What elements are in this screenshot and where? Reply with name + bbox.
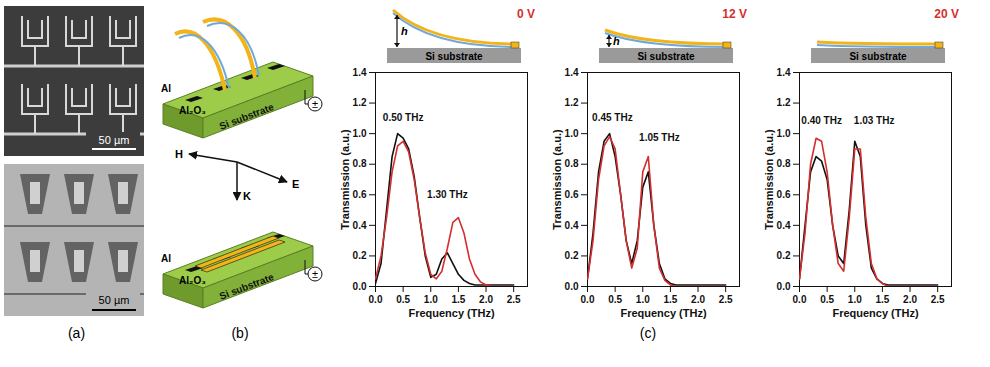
svg-text:1.05 THz: 1.05 THz [639,132,680,143]
svg-text:h: h [401,25,408,37]
svg-text:K: K [243,190,251,202]
svg-text:50 µm: 50 µm [99,134,130,146]
svg-text:1.5: 1.5 [451,294,465,305]
svg-text:0 V: 0 V [517,7,535,21]
svg-text:0.4: 0.4 [565,220,579,231]
svg-text:0.0: 0.0 [777,281,791,292]
svg-text:0.0: 0.0 [581,294,595,305]
svg-text:1.4: 1.4 [565,67,579,78]
svg-text:Si substrate: Si substrate [637,51,695,62]
svg-text:1.30 THz: 1.30 THz [427,189,468,200]
svg-text:±: ± [312,268,318,280]
html-text:(b): (b) [231,325,249,341]
svg-text:0.6: 0.6 [353,189,367,200]
svg-text:Si substrate: Si substrate [425,51,483,62]
svg-text:Frequency (THz): Frequency (THz) [620,307,707,319]
svg-text:0.8: 0.8 [353,158,367,169]
svg-text:Frequency (THz): Frequency (THz) [408,307,495,319]
svg-text:Si substrate: Si substrate [849,51,907,62]
svg-text:1.5: 1.5 [875,294,889,305]
svg-text:0.0: 0.0 [793,294,807,305]
svg-text:Transmission (a.u.): Transmission (a.u.) [339,129,351,230]
svg-text:1.03 THz: 1.03 THz [854,115,895,126]
html-text:(c): (c) [639,325,657,341]
svg-text:1.2: 1.2 [777,97,791,108]
svg-text:0.5: 0.5 [396,294,410,305]
svg-text:0.45 THz: 0.45 THz [592,112,633,123]
svg-text:0.50 THz: 0.50 THz [383,112,424,123]
svg-text:E: E [292,178,299,190]
svg-text:1.0: 1.0 [424,294,438,305]
svg-text:1.0: 1.0 [777,128,791,139]
svg-text:Si substrate: Si substrate [218,271,276,302]
svg-text:0.4: 0.4 [777,220,791,231]
svg-text:Al₂O₃: Al₂O₃ [179,105,206,116]
svg-text:2.5: 2.5 [719,294,733,305]
svg-text:0.8: 0.8 [565,158,579,169]
svg-text:0.2: 0.2 [565,250,579,261]
svg-text:1.4: 1.4 [353,67,367,78]
svg-text:0.5: 0.5 [820,294,834,305]
svg-text:2.5: 2.5 [507,294,521,305]
svg-text:Frequency (THz): Frequency (THz) [832,307,919,319]
svg-text:Al₂O₃: Al₂O₃ [179,275,206,286]
svg-text:2.0: 2.0 [903,294,917,305]
svg-text:H: H [175,148,183,160]
svg-text:1.0: 1.0 [353,128,367,139]
svg-text:0.8: 0.8 [777,158,791,169]
svg-text:0.4: 0.4 [353,220,367,231]
svg-text:1.0: 1.0 [565,128,579,139]
svg-text:0.6: 0.6 [565,189,579,200]
svg-text:0.5: 0.5 [608,294,622,305]
svg-text:Transmission (a.u.): Transmission (a.u.) [763,129,775,230]
svg-text:1.2: 1.2 [565,97,579,108]
svg-text:Si substrate: Si substrate [218,101,276,132]
svg-text:50 µm: 50 µm [99,294,130,306]
svg-text:1.0: 1.0 [848,294,862,305]
svg-text:0.2: 0.2 [353,250,367,261]
html-text:(a): (a) [67,325,86,341]
svg-text:2.0: 2.0 [479,294,493,305]
svg-text:0.0: 0.0 [369,294,383,305]
svg-text:0.6: 0.6 [777,189,791,200]
svg-text:1.2: 1.2 [353,97,367,108]
svg-text:0.0: 0.0 [565,281,579,292]
svg-text:1.5: 1.5 [663,294,677,305]
svg-text:0.0: 0.0 [353,281,367,292]
svg-text:Transmission (a.u.): Transmission (a.u.) [551,129,563,230]
svg-text:2.0: 2.0 [691,294,705,305]
svg-text:0.2: 0.2 [777,250,791,261]
svg-text:Al: Al [161,253,171,264]
svg-text:±: ± [312,98,318,110]
svg-text:20 V: 20 V [934,7,959,21]
svg-text:1.0: 1.0 [636,294,650,305]
svg-text:1.4: 1.4 [777,67,791,78]
svg-text:h: h [613,35,620,47]
svg-text:2.5: 2.5 [931,294,945,305]
svg-text:12 V: 12 V [722,7,747,21]
svg-text:Al: Al [161,83,171,94]
svg-text:0.40 THz: 0.40 THz [801,115,842,126]
